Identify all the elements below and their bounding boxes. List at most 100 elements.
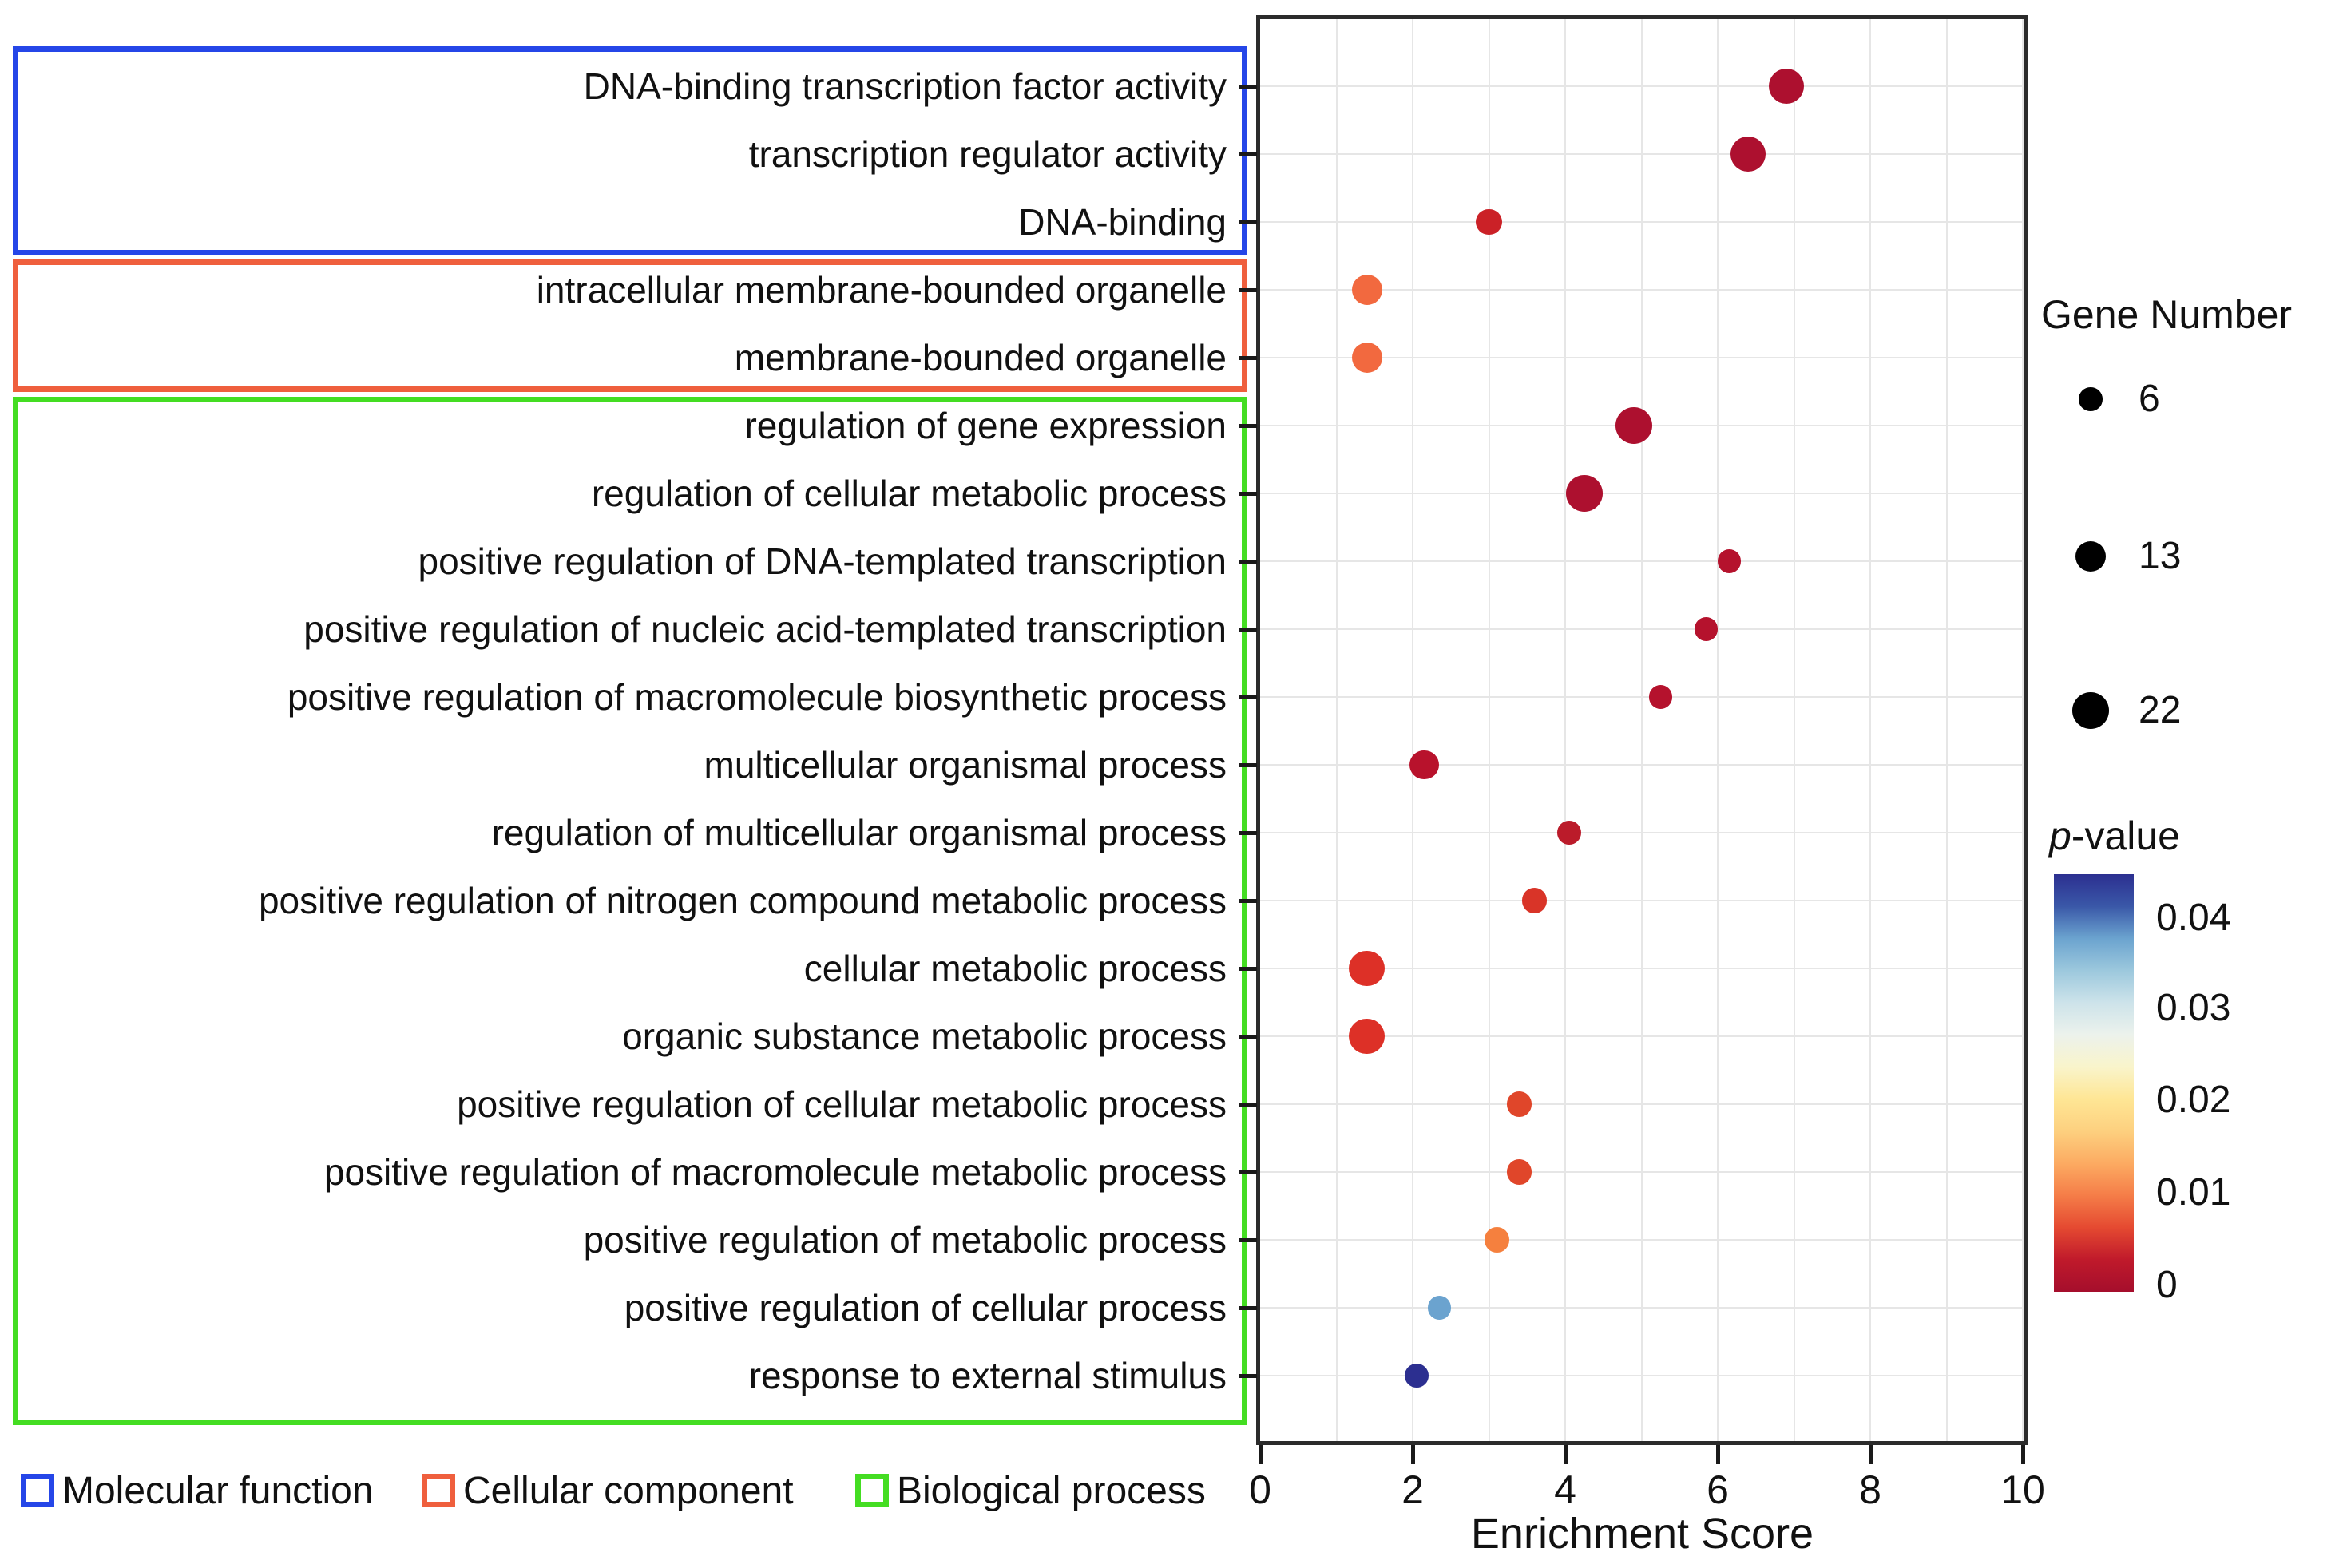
vertical-gridline <box>1869 19 1871 1441</box>
data-point <box>1507 1159 1532 1185</box>
y-axis-tick <box>1239 152 1257 156</box>
x-axis-tick <box>1869 1445 1873 1464</box>
group-legend-swatch <box>855 1474 889 1507</box>
y-axis-tick <box>1239 1103 1257 1107</box>
y-axis-tick <box>1239 1374 1257 1378</box>
x-axis-tick-label: 6 <box>1707 1467 1729 1512</box>
category-label: positive regulation of metabolic process <box>583 1219 1227 1261</box>
category-label: DNA-binding <box>1018 201 1227 243</box>
y-axis-tick <box>1239 695 1257 699</box>
horizontal-gridline <box>1260 696 2024 698</box>
vertical-gridline <box>1488 19 1490 1441</box>
data-point <box>1404 1364 1429 1388</box>
p-value-tick-label: 0.03 <box>2156 987 2231 1029</box>
data-point <box>1556 821 1581 845</box>
category-label: positive regulation of nitrogen compound… <box>258 880 1227 921</box>
horizontal-gridline <box>1260 1375 2024 1376</box>
category-label: positive regulation of macromolecule met… <box>323 1151 1227 1193</box>
data-point <box>1484 1227 1509 1253</box>
horizontal-gridline <box>1260 764 2024 766</box>
vertical-gridline <box>1793 19 1795 1441</box>
y-axis-tick <box>1239 288 1257 292</box>
category-label: regulation of multicellular organismal p… <box>491 812 1227 853</box>
y-axis-tick <box>1239 85 1257 89</box>
horizontal-gridline <box>1260 1307 2024 1309</box>
category-label: positive regulation of cellular process <box>624 1287 1227 1328</box>
y-axis-tick <box>1239 1306 1257 1310</box>
y-axis-tick <box>1239 220 1257 224</box>
category-label: response to external stimulus <box>748 1355 1227 1396</box>
x-axis-tick-label: 2 <box>1401 1467 1424 1512</box>
p-value-title-italic: p <box>2049 814 2071 858</box>
data-point <box>1351 343 1382 373</box>
vertical-gridline <box>1335 19 1338 1441</box>
p-value-tick-label: 0.01 <box>2156 1171 2231 1214</box>
data-point <box>1351 275 1382 305</box>
x-axis-tick <box>1564 1445 1568 1464</box>
horizontal-gridline <box>1260 832 2024 833</box>
plot-area <box>1256 15 2028 1445</box>
p-value-title-rest: -value <box>2071 814 2180 858</box>
gene-number-legend-dot <box>2079 387 2103 411</box>
data-point <box>1565 475 1603 512</box>
gene-number-legend-dot <box>2075 541 2106 572</box>
vertical-gridline <box>1640 19 1643 1441</box>
data-point <box>1349 950 1386 987</box>
category-label: membrane-bounded organelle <box>734 337 1227 378</box>
horizontal-gridline <box>1260 85 2024 87</box>
category-label: transcription regulator activity <box>748 133 1227 175</box>
x-axis-tick <box>1259 1445 1263 1464</box>
data-point <box>1427 1296 1452 1320</box>
x-axis-title: Enrichment Score <box>1470 1510 1814 1558</box>
horizontal-gridline <box>1260 153 2024 155</box>
y-axis-tick <box>1239 967 1257 971</box>
x-axis-tick-label: 0 <box>1249 1467 1271 1512</box>
p-value-colorbar <box>2054 874 2134 1292</box>
data-point <box>1717 549 1742 573</box>
group-legend-label: Cellular component <box>463 1470 794 1512</box>
horizontal-gridline <box>1260 221 2024 223</box>
group-legend-label: Molecular function <box>62 1470 374 1512</box>
vertical-gridline <box>2022 19 2024 1441</box>
p-value-tick-label: 0 <box>2156 1264 2178 1306</box>
data-point <box>1522 888 1548 913</box>
x-axis-tick <box>2021 1445 2025 1464</box>
data-point <box>1349 1018 1386 1055</box>
horizontal-gridline <box>1260 493 2024 494</box>
y-axis-tick <box>1239 356 1257 360</box>
group-legend-swatch <box>422 1474 455 1507</box>
gene-number-legend-label: 22 <box>2139 689 2182 731</box>
horizontal-gridline <box>1260 1171 2024 1173</box>
p-value-tick-label: 0.04 <box>2156 897 2231 939</box>
horizontal-gridline <box>1260 628 2024 630</box>
group-legend-label: Biological process <box>897 1470 1206 1512</box>
category-label: positive regulation of macromolecule bio… <box>287 676 1227 718</box>
horizontal-gridline <box>1260 560 2024 562</box>
category-label: positive regulation of DNA-templated tra… <box>418 540 1227 582</box>
y-axis-tick <box>1239 424 1257 428</box>
gene-number-legend-label: 6 <box>2139 378 2160 420</box>
category-label: DNA-binding transcription factor activit… <box>583 65 1227 107</box>
x-axis-tick-label: 8 <box>1859 1467 1881 1512</box>
vertical-gridline <box>1412 19 1413 1441</box>
vertical-gridline <box>1564 19 1566 1441</box>
group-legend-swatch <box>21 1474 54 1507</box>
data-point <box>1648 685 1673 709</box>
category-label: positive regulation of cellular metaboli… <box>457 1083 1227 1125</box>
data-point <box>1768 68 1805 105</box>
data-point <box>1507 1091 1532 1117</box>
data-point <box>1476 208 1502 236</box>
category-label: regulation of cellular metabolic process <box>591 473 1227 514</box>
category-group-box <box>13 46 1247 255</box>
category-label: multicellular organismal process <box>704 744 1227 786</box>
y-axis-tick <box>1239 831 1257 835</box>
horizontal-gridline <box>1260 357 2024 358</box>
data-point <box>1409 750 1439 780</box>
x-axis-tick-label: 4 <box>1554 1467 1576 1512</box>
category-label: regulation of gene expression <box>744 405 1227 446</box>
x-axis-tick <box>1716 1445 1720 1464</box>
gene-number-legend-label: 13 <box>2139 535 2182 577</box>
vertical-gridline <box>1717 19 1719 1441</box>
y-axis-tick <box>1239 628 1257 632</box>
